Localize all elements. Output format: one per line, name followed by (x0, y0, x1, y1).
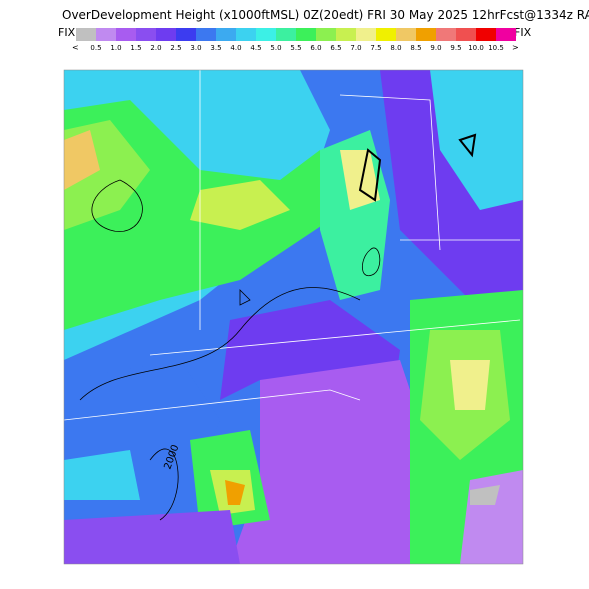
colorbar-label: 9.0 (430, 44, 441, 52)
colorbar-cell (176, 28, 196, 41)
colorbar-cell (476, 28, 496, 41)
colorbar-cell (116, 28, 136, 41)
colorbar-cell (336, 28, 356, 41)
colorbar-label: 8.0 (390, 44, 401, 52)
arrow-right: > (512, 43, 519, 52)
colorbar-label: 9.5 (450, 44, 461, 52)
colorbar-cell (76, 28, 96, 41)
fix-left: FIX (58, 26, 76, 39)
title: OverDevelopment Height (x1000ftMSL) 0Z(2… (62, 8, 589, 22)
colorbar-label: 7.5 (370, 44, 381, 52)
colorbar-cell (376, 28, 396, 41)
colorbar-cell (256, 28, 276, 41)
colorbar-label: 6.5 (330, 44, 341, 52)
colorbar-label: 1.5 (130, 44, 141, 52)
colorbar-cell (156, 28, 176, 41)
colorbar-label: 6.0 (310, 44, 321, 52)
colorbar-label: 3.0 (190, 44, 201, 52)
colorbar-cell (136, 28, 156, 41)
colorbar-cell (96, 28, 116, 41)
colorbar-cell (396, 28, 416, 41)
colorbar-label: 1.0 (110, 44, 121, 52)
colorbar-cell (196, 28, 216, 41)
colorbar-cell (496, 28, 516, 41)
fix-right: FIX (514, 26, 532, 39)
colorbar-cell (316, 28, 336, 41)
colorbar-label: 10.0 (468, 44, 484, 52)
colorbar-label: 5.5 (290, 44, 301, 52)
colorbar-cell (296, 28, 316, 41)
colorbar-label: 10.5 (488, 44, 504, 52)
colorbar-label: 4.5 (250, 44, 261, 52)
colorbar-cell (356, 28, 376, 41)
colorbar-label: 7.0 (350, 44, 361, 52)
colorbar-cell (276, 28, 296, 41)
colorbar-cell (436, 28, 456, 41)
colorbar-cell (456, 28, 476, 41)
colorbar-label: 0.5 (90, 44, 101, 52)
colorbar-label: 5.0 (270, 44, 281, 52)
colorbar-label: 4.0 (230, 44, 241, 52)
colorbar-cell (236, 28, 256, 41)
colorbar-cell (216, 28, 236, 41)
arrow-left: < (72, 43, 79, 52)
map: 2000 (63, 69, 524, 565)
colorbar-label: 3.5 (210, 44, 221, 52)
colorbar: 0.5 1.0 1.5 2.0 2.5 3.0 3.5 4.0 4.5 5.0 5.5 6.0 6.5 7… (76, 28, 516, 52)
colorbar-cell (416, 28, 436, 41)
colorbar-label: 2.5 (170, 44, 181, 52)
colorbar-label: 8.5 (410, 44, 421, 52)
colorbar-label: 2.0 (150, 44, 161, 52)
